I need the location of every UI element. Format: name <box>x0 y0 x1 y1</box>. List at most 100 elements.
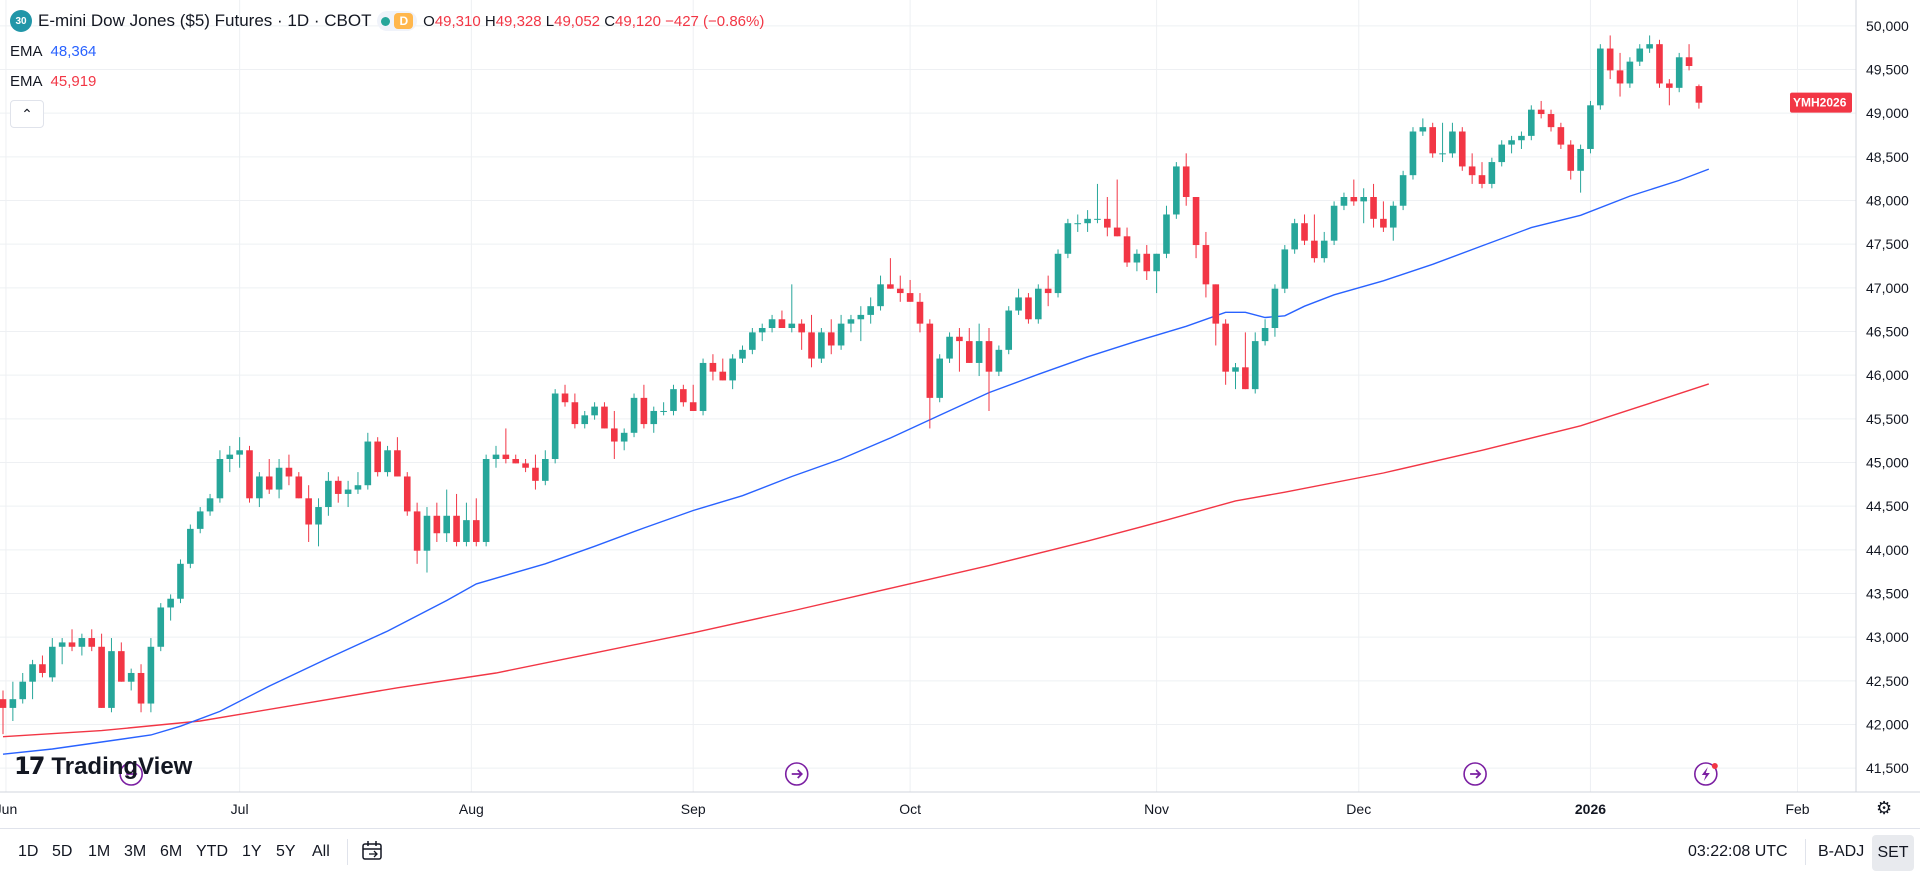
candle <box>502 428 510 464</box>
candle <box>453 493 460 547</box>
forward-glyph <box>126 769 138 779</box>
candle <box>877 275 884 311</box>
candle <box>965 328 973 363</box>
candle <box>492 445 500 468</box>
candle-body <box>384 450 391 473</box>
time-tick-label: Oct <box>899 801 921 817</box>
candle <box>108 638 115 713</box>
candle <box>1212 284 1220 346</box>
candle-body <box>798 323 805 333</box>
adjustment-toggle[interactable]: B-ADJ <box>1818 843 1865 860</box>
candle-body <box>265 476 273 490</box>
candle-body <box>206 498 214 512</box>
candle <box>847 314 855 333</box>
event-forward-icon[interactable] <box>119 762 143 786</box>
candle <box>88 629 96 652</box>
candle-body <box>551 393 559 460</box>
indicator-value: 45,919 <box>50 73 97 90</box>
timeframe-ytd[interactable]: YTD <box>196 843 228 860</box>
session-button[interactable]: SET <box>1872 835 1914 871</box>
candle-body <box>58 642 66 647</box>
timeframe-1m[interactable]: 1M <box>88 843 111 860</box>
candle <box>236 437 243 468</box>
timeframe-5y[interactable]: 5Y <box>276 843 296 860</box>
candle <box>1439 122 1446 163</box>
candle-body <box>1399 175 1407 206</box>
candle <box>265 459 273 494</box>
candle <box>699 358 707 416</box>
candle-body <box>1518 135 1525 141</box>
candle-body <box>1044 288 1052 294</box>
symbol-title[interactable]: E-mini Dow Jones ($5) Futures · 1D · CBO… <box>38 11 372 30</box>
candle-body <box>19 681 27 700</box>
candle-body <box>216 459 224 499</box>
price-chart[interactable]: 41,500 42,000 42,500 43,000 43,500 44,000 44,5… <box>0 0 1920 828</box>
candle <box>1133 249 1141 272</box>
ema-fast-path <box>2 168 1710 755</box>
candle <box>472 498 480 547</box>
candle <box>778 310 786 329</box>
indicator-ema-slow[interactable]: EMA 45,919 <box>10 73 96 90</box>
candle <box>936 354 943 403</box>
candle <box>285 454 293 486</box>
candle <box>857 306 865 342</box>
candle <box>49 638 56 682</box>
candle <box>1153 253 1160 294</box>
price-tick-label: 46,000 <box>1866 367 1909 383</box>
bottom-toolbar: 1D 5D 1M 3M 6M YTD 1Y 5Y All 03:22:08 UT… <box>0 828 1920 877</box>
indicator-ema-fast[interactable]: EMA 48,364 <box>10 43 96 60</box>
date-range-icon[interactable] <box>360 839 386 863</box>
price-tick-label: 49,500 <box>1866 62 1909 78</box>
candle <box>650 406 658 433</box>
candle-body <box>1054 253 1062 294</box>
market-open-dot-icon <box>381 16 391 26</box>
candle-body <box>423 515 431 551</box>
candle <box>1577 144 1584 193</box>
close-value: 49,120 <box>615 12 661 30</box>
event-forward-icon[interactable] <box>1463 762 1487 786</box>
candle-body <box>916 301 924 324</box>
candle-body <box>778 319 786 329</box>
collapse-legend-button[interactable]: ⌃ <box>10 100 44 128</box>
candle <box>896 275 904 302</box>
candle-body <box>285 467 293 477</box>
candle-body <box>640 397 648 425</box>
utc-clock[interactable]: 03:22:08 UTC <box>1688 843 1788 860</box>
candle-body <box>1675 57 1683 88</box>
timeframe-1y[interactable]: 1Y <box>242 843 262 860</box>
time-tick-label: Jun <box>0 801 17 817</box>
candle <box>561 384 569 407</box>
candle <box>137 664 145 713</box>
candle <box>39 655 46 678</box>
candle <box>226 445 234 473</box>
candle-body <box>1508 140 1515 145</box>
candle-body <box>611 428 618 442</box>
candle-body <box>1429 127 1436 154</box>
candle <box>305 485 312 542</box>
candle <box>1389 201 1397 241</box>
candle-body <box>532 467 539 481</box>
candle-body <box>788 323 796 329</box>
candle <box>1271 284 1279 337</box>
candle <box>1084 210 1091 232</box>
timeframe-6m[interactable]: 6M <box>160 843 183 860</box>
candle <box>1064 218 1072 259</box>
timeframe-all[interactable]: All <box>312 843 330 860</box>
event-forward-icon[interactable] <box>784 762 809 786</box>
candle-body <box>196 511 204 529</box>
chart-settings-icon[interactable]: ⚙ <box>1876 798 1893 818</box>
market-status[interactable]: D <box>377 11 418 31</box>
symbol-icon[interactable]: 30 <box>10 10 32 32</box>
candle-body <box>472 520 480 542</box>
candle-body <box>325 480 332 508</box>
timeframe-3m[interactable]: 3M <box>124 843 147 860</box>
candle-body <box>295 476 303 499</box>
timeframe-5d[interactable]: 5D <box>52 843 73 860</box>
tradingview-logo[interactable]: 𝟭𝟳 TradingView <box>14 752 192 781</box>
candle-body <box>187 528 194 564</box>
event-flash-icon[interactable] <box>1694 762 1718 786</box>
candle-body <box>364 441 372 486</box>
timeframe-1d[interactable]: 1D <box>18 843 39 860</box>
candle <box>1380 201 1387 232</box>
candle <box>1251 332 1259 394</box>
